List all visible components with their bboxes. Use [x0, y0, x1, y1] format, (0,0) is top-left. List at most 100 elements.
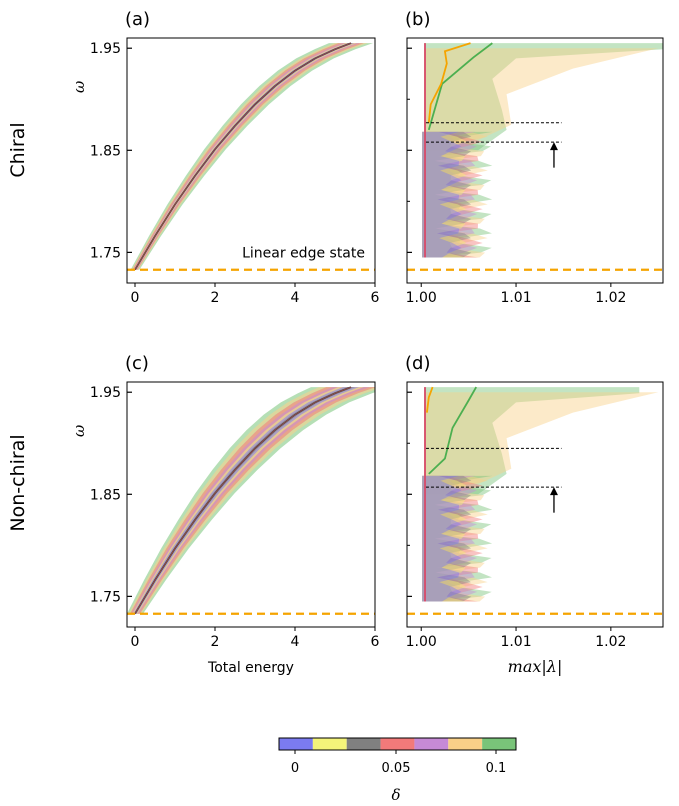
panels-layer: 1.75 1.85 1.95 0 2 4 6 (a) ω Linear edge state 1.0…: [70, 9, 664, 676]
x-axis-label: max|λ|: [508, 657, 563, 676]
band-3: [131, 387, 370, 614]
band-5: [133, 387, 359, 614]
band-2: [130, 387, 375, 614]
band-1: [128, 387, 375, 614]
arrow-head: [549, 142, 558, 151]
lower-band-3: [422, 131, 478, 258]
lower-band-6: [422, 131, 462, 258]
axes-frame: [126, 37, 376, 284]
x-tick-label: 6: [371, 290, 380, 306]
panel-d: 1.00 1.01 1.02 (d) max|λ|: [405, 353, 664, 676]
row-label-non-chiral: Non-chiral: [7, 434, 29, 531]
band-3: [133, 43, 360, 270]
lower-band-1: [422, 131, 488, 258]
linear-edge-annotation: Linear edge state: [242, 245, 365, 261]
arrow-head: [549, 487, 558, 496]
x-tick-label: 0: [131, 290, 140, 306]
envelope-orange: [424, 392, 659, 485]
plot-area: [422, 42, 663, 258]
lower-band-2: [422, 475, 483, 602]
axes-frame: [406, 381, 664, 628]
y-tick-label: 1.85: [90, 487, 121, 503]
lower-band-5: [422, 475, 467, 602]
band-4: [133, 43, 357, 270]
y-axis-label: ω: [70, 81, 88, 93]
series-line-0: [428, 386, 477, 475]
y-axis-label: ω: [70, 425, 88, 437]
axes-frame: [126, 381, 376, 628]
band-5: [134, 43, 355, 270]
x-tick-label: 2: [211, 634, 220, 650]
x-tick-label: 1.01: [500, 634, 531, 650]
data-line: [134, 42, 352, 271]
colorbar-swatch: [414, 738, 449, 750]
panel-label: (c): [125, 353, 149, 374]
lower-band-0: [422, 131, 493, 258]
band-4: [132, 387, 364, 614]
x-tick-label: 6: [371, 634, 380, 650]
series-line-1: [426, 386, 434, 413]
panel-b: 1.00 1.01 1.02 (b): [405, 9, 664, 306]
series-line-1: [427, 42, 471, 123]
lower-band-5: [422, 131, 467, 258]
lower-band-6: [422, 475, 462, 602]
panel-c: 1.75 1.85 1.95 0 2 4 6 (c) ω Total energy: [70, 353, 380, 676]
colorbar-swatch: [279, 738, 313, 750]
band-2: [132, 43, 364, 270]
x-tick-label: 1.00: [406, 634, 437, 650]
x-tick-label: 1.02: [595, 290, 626, 306]
colorbar-swatch: [380, 738, 415, 750]
plot-area: [130, 42, 373, 271]
series-line-0: [427, 42, 493, 131]
panel-a: 1.75 1.85 1.95 0 2 4 6 (a) ω Linear edge state: [70, 9, 380, 306]
band-1: [131, 43, 368, 270]
colorbar-tick-1: 0.05: [382, 761, 411, 776]
lower-band-0: [422, 475, 493, 602]
x-tick-label: 4: [291, 290, 300, 306]
colorbar-tick-0: 0: [291, 761, 299, 776]
lower-band-2: [422, 131, 483, 258]
plot-area: [127, 386, 375, 615]
axes-frame: [406, 37, 664, 284]
y-tick-label: 1.95: [90, 41, 121, 57]
envelope-green: [424, 387, 640, 495]
panel-label: (b): [405, 9, 430, 30]
colorbar: [278, 737, 517, 754]
data-line-overlay: [134, 386, 352, 614]
x-tick-label: 1.02: [595, 634, 626, 650]
band-0: [127, 387, 375, 614]
x-tick-label: 2: [211, 290, 220, 306]
plot-area: [422, 386, 659, 602]
data-line: [134, 386, 352, 615]
x-axis-label: Total energy: [207, 660, 294, 676]
y-tick-label: 1.75: [90, 589, 121, 605]
envelope-green: [424, 43, 663, 151]
colorbar-frame: [278, 737, 517, 751]
x-tick-label: 1.01: [500, 290, 531, 306]
x-tick-label: 0: [131, 634, 140, 650]
band-6: [134, 43, 353, 270]
colorbar-swatch: [312, 738, 347, 750]
lower-band-3: [422, 475, 478, 602]
panel-label: (d): [405, 353, 430, 374]
y-tick-label: 1.85: [90, 143, 121, 159]
colorbar-swatch: [482, 738, 516, 750]
x-tick-label: 4: [291, 634, 300, 650]
band-0: [130, 43, 373, 270]
lower-band-1: [422, 475, 488, 602]
y-tick-label: 1.95: [90, 385, 121, 401]
panel-label: (a): [125, 9, 150, 30]
x-tick-label: 1.00: [406, 290, 437, 306]
colorbar-label: δ: [391, 786, 400, 804]
lower-band-4: [422, 131, 472, 258]
lower-band-4: [422, 475, 472, 602]
row-label-chiral: Chiral: [7, 122, 29, 177]
colorbar-tick-2: 0.1: [486, 761, 507, 776]
envelope-orange: [424, 48, 659, 141]
colorbar-swatch: [346, 738, 381, 750]
colorbar-swatch: [448, 738, 483, 750]
y-tick-label: 1.75: [90, 245, 121, 261]
band-6: [134, 387, 355, 614]
data-line-overlay: [134, 42, 352, 270]
